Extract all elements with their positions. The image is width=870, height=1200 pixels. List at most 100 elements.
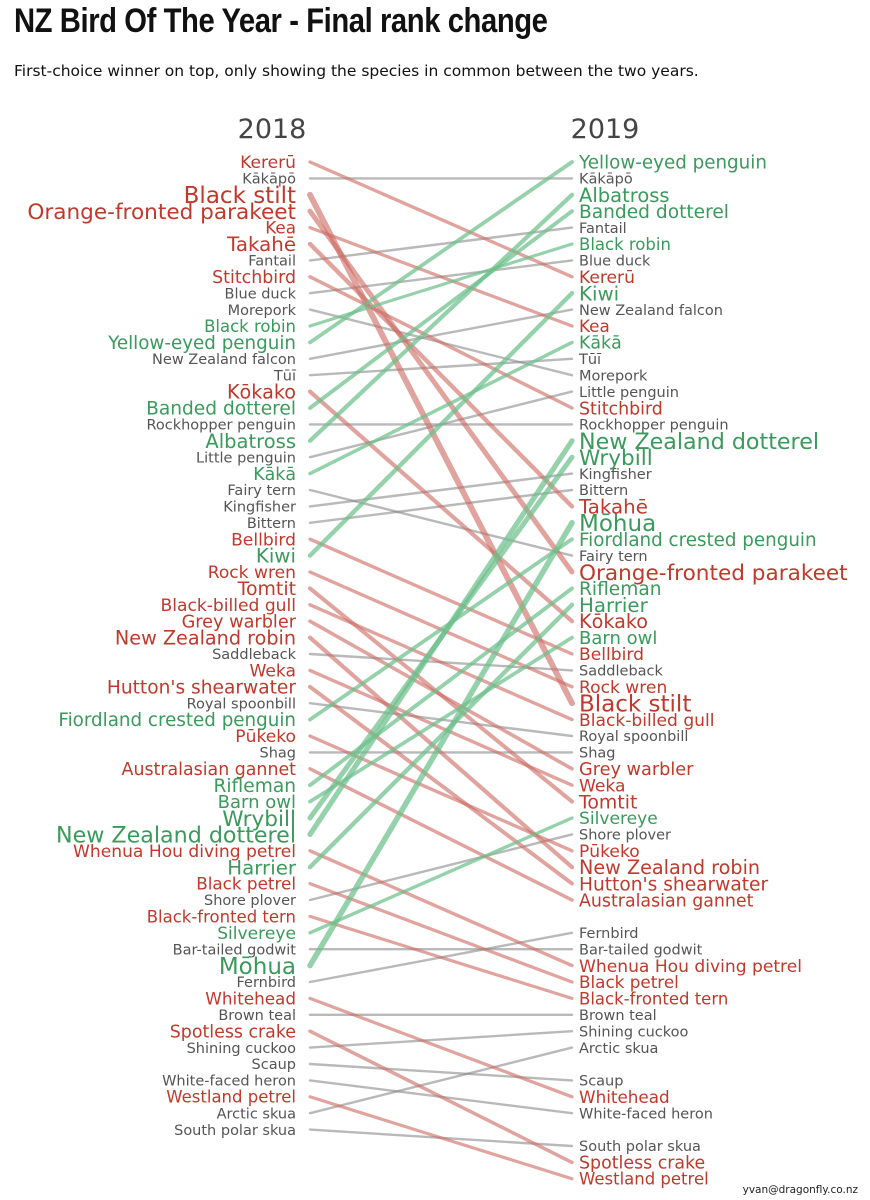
label-2019-tomtit: Tomtit	[578, 791, 637, 813]
label-2018-south-polar-skua: South polar skua	[174, 1123, 296, 1139]
label-2018-black-fronted-tern: Black-fronted tern	[147, 907, 296, 926]
label-2019-takahe: Takahē	[578, 496, 648, 519]
label-2019-fiordland-crested-penguin: Fiordland crested penguin	[579, 530, 817, 551]
label-2019-rock-wren: Rock wren	[579, 678, 667, 698]
label-2018-silvereye: Silvereye	[217, 924, 296, 944]
label-2019-westland-petrel: Westland petrel	[579, 1170, 709, 1189]
label-2019-rifleman: Rifleman	[579, 579, 662, 600]
label-2019-rockhopper-penguin: Rockhopper penguin	[579, 418, 729, 434]
label-2018-westland-petrel: Westland petrel	[166, 1088, 296, 1107]
label-2018-new-zealand-dotterel: New Zealand dotterel	[56, 822, 296, 848]
label-2019-brown-teal: Brown teal	[579, 1008, 657, 1024]
label-2019-stitchbird: Stitchbird	[579, 399, 663, 419]
label-2018-mohua: Mōhua	[219, 954, 296, 980]
label-2018-spotless-crake: Spotless crake	[170, 1022, 296, 1042]
slope-line-fiordland-crested-penguin	[308, 537, 574, 722]
slope-line-black-billed-gull	[308, 603, 574, 722]
label-2019-whenua-hou-diving-petrel: Whenua Hou diving petrel	[579, 957, 802, 977]
label-2018-kaka: Kākā	[253, 465, 296, 485]
credit-text: yvan@dragonfly.co.nz	[742, 1184, 858, 1196]
label-2019-black-stilt: Black stilt	[579, 691, 691, 717]
label-2018-fairy-tern: Fairy tern	[227, 483, 296, 499]
label-2019-wrybill: Wrybill	[579, 446, 653, 471]
label-2018-yellow-eyed-penguin: Yellow-eyed penguin	[107, 333, 296, 354]
label-2019-black-billed-gull: Black-billed gull	[579, 711, 715, 731]
label-2019-white-faced-heron: White-faced heron	[579, 1106, 713, 1122]
label-2018-kakapo: Kākāpō	[242, 172, 296, 188]
label-2018-rockhopper-penguin: Rockhopper penguin	[146, 418, 296, 434]
label-2019-kereru: Kererū	[579, 268, 635, 288]
label-2019-royal-spoonbill: Royal spoonbill	[579, 729, 688, 745]
label-2019-bittern: Bittern	[579, 483, 628, 499]
label-2018-new-zealand-falcon: New Zealand falcon	[152, 352, 296, 368]
label-2019-bellbird: Bellbird	[579, 645, 644, 665]
slope-line-yellow-eyed-penguin	[308, 160, 574, 345]
label-2018-kereru: Kererū	[240, 153, 296, 173]
label-2019-blue-duck: Blue duck	[579, 254, 651, 270]
label-2019-new-zealand-falcon: New Zealand falcon	[579, 303, 723, 319]
label-2019-kakapo: Kākāpō	[579, 172, 633, 188]
label-2019-scaup: Scaup	[579, 1074, 623, 1090]
label-2019-kokako: Kōkako	[579, 610, 648, 633]
year-header-right: 2019	[571, 114, 640, 145]
slope-line-stitchbird	[308, 275, 574, 410]
slope-line-black-stilt	[307, 191, 575, 707]
slope-line-kaka	[308, 340, 574, 476]
slope-line-takahe	[307, 241, 575, 509]
label-2019-saddleback: Saddleback	[579, 664, 664, 680]
slope-lines-improved	[307, 160, 575, 969]
slope-line-black-petrel	[308, 881, 574, 984]
label-2018-grey-warbler: Grey warbler	[182, 613, 297, 633]
label-2019-little-penguin: Little penguin	[579, 385, 679, 401]
label-2018-fiordland-crested-penguin: Fiordland crested penguin	[58, 710, 296, 731]
label-2018-whitehead: Whitehead	[205, 988, 296, 1008]
label-2018-pukeko: Pūkeko	[235, 727, 296, 747]
label-2018-stitchbird: Stitchbird	[212, 268, 296, 288]
label-2019-kiwi: Kiwi	[579, 282, 619, 305]
label-2018-bellbird: Bellbird	[231, 530, 296, 550]
label-2019-new-zealand-robin: New Zealand robin	[579, 856, 760, 879]
year-header-left: 2018	[238, 114, 307, 145]
label-2018-arctic-skua: Arctic skua	[217, 1106, 296, 1122]
label-2019-shining-cuckoo: Shining cuckoo	[579, 1024, 689, 1040]
label-2019-barn-owl: Barn owl	[579, 628, 657, 649]
slope-line-kokako	[307, 389, 575, 624]
label-2019-arctic-skua: Arctic skua	[579, 1041, 658, 1057]
labels-2019: Kererū Kākāpō Black stilt Orange-fronted pa…	[578, 153, 848, 1189]
label-2019-black-petrel: Black petrel	[579, 972, 679, 992]
label-2019-whitehead: Whitehead	[579, 1087, 670, 1107]
label-2019-shore-plover: Shore plover	[579, 828, 671, 844]
label-2018-tomtit: Tomtit	[237, 578, 296, 600]
slope-line-kingfisher	[308, 472, 574, 508]
label-2018-blue-duck: Blue duck	[225, 286, 297, 302]
label-2018-takahe: Takahē	[226, 233, 296, 256]
label-2019-silvereye: Silvereye	[579, 809, 658, 829]
slope-line-bellbird	[308, 537, 574, 656]
label-2018-kea: Kea	[265, 218, 296, 238]
label-2018-orange-fronted-parakeet: Orange-fronted parakeet	[27, 200, 296, 225]
label-2018-black-stilt: Black stilt	[184, 183, 296, 209]
label-2019-shag: Shag	[579, 746, 615, 762]
label-2019-pukeko: Pūkeko	[579, 842, 640, 862]
label-2018-saddleback: Saddleback	[212, 647, 297, 663]
label-2019-mohua: Mōhua	[579, 511, 656, 537]
label-2018-new-zealand-robin: New Zealand robin	[115, 627, 296, 650]
label-2018-weka: Weka	[250, 662, 297, 682]
label-2018-wrybill: Wrybill	[222, 807, 296, 832]
page-title: NZ Bird Of The Year - Final rank change	[14, 2, 548, 40]
slope-line-arctic-skua	[308, 1046, 574, 1115]
label-2018-tui: Tūī	[273, 368, 297, 384]
slope-line-black-fronted-tern	[308, 914, 574, 1000]
label-2019-grey-warbler: Grey warbler	[579, 760, 694, 780]
slope-line-kiwi	[307, 291, 575, 558]
slope-line-mohua	[307, 520, 575, 969]
label-2018-royal-spoonbill: Royal spoonbill	[187, 696, 296, 712]
label-2018-black-billed-gull: Black-billed gull	[161, 596, 297, 616]
slope-line-tui	[308, 357, 574, 377]
label-2018-kiwi: Kiwi	[256, 545, 296, 568]
label-2019-black-fronted-tern: Black-fronted tern	[579, 989, 728, 1008]
slope-line-albatross	[307, 192, 575, 443]
label-2018-rifleman: Rifleman	[213, 776, 296, 797]
